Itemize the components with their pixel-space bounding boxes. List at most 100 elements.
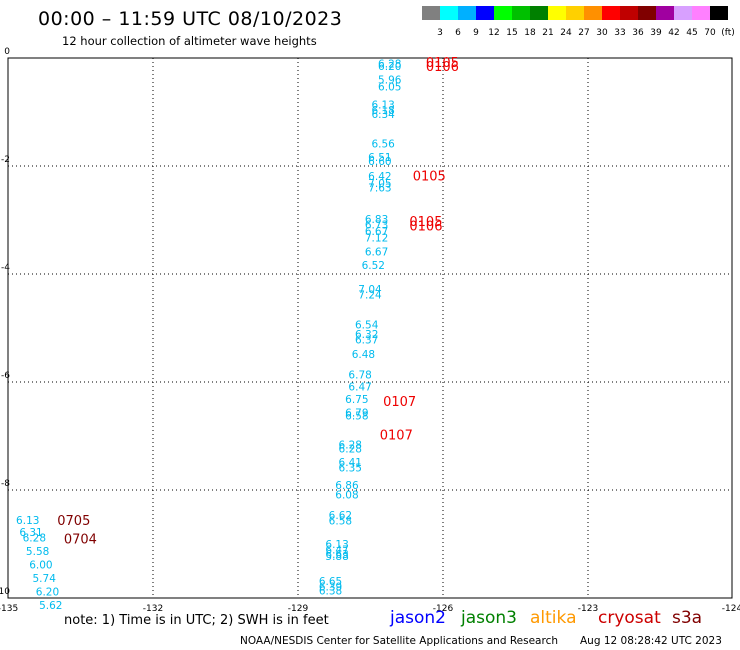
- wave-height-label: 6.83: [365, 214, 388, 226]
- wave-height-label: 6.37: [355, 334, 378, 346]
- wave-height-label: 6.67: [365, 226, 388, 238]
- legend-entry-altika: altika: [530, 608, 577, 628]
- wave-height-label: 6.13: [16, 515, 39, 527]
- colorbar-label: 21: [542, 28, 554, 38]
- wave-height-label: 6.54: [355, 319, 379, 331]
- wave-height-label: 6.18: [371, 105, 394, 117]
- footer-timestamp: Aug 12 08:28:42 UTC 2023: [580, 635, 722, 647]
- colorbar-swatch: [710, 6, 728, 20]
- wave-height-label: 6.13: [325, 539, 348, 551]
- colorbar-swatch: [476, 6, 494, 20]
- wave-height-label: 6.32: [355, 329, 378, 341]
- legend-entry-jason2: jason2: [390, 608, 446, 628]
- colorbar-swatch: [458, 6, 476, 20]
- y-tick-label: -2: [1, 155, 10, 165]
- colorbar-label: 42: [668, 28, 680, 38]
- wave-height-label: 6.73: [365, 219, 388, 231]
- wave-height-label: 6.47: [348, 381, 371, 393]
- wave-height-label: 6.08: [335, 489, 358, 501]
- wave-height-label: 6.35: [339, 462, 362, 474]
- wave-height-label: 6.34: [371, 109, 395, 121]
- colorbar-label: 9: [473, 28, 479, 38]
- x-tick-label: -123: [578, 604, 598, 614]
- colorbar-swatch: [656, 6, 674, 20]
- wave-height-label: 6.60: [368, 156, 391, 168]
- colorbar-label: 36: [632, 28, 644, 38]
- wave-height-label: 6.20: [378, 61, 401, 73]
- x-tick-label: -132: [143, 604, 163, 614]
- wave-height-label: 5.88: [325, 551, 348, 563]
- y-tick-label: -8: [1, 479, 10, 489]
- pass-time-label: 0107: [383, 395, 416, 410]
- y-tick-label: 0: [4, 47, 10, 57]
- pass-time-label: 0704: [64, 533, 97, 548]
- wave-height-label: 6.52: [362, 260, 385, 272]
- x-tick-label: -126: [433, 604, 454, 614]
- wave-height-label: 5.74: [33, 573, 57, 585]
- y-tick-label: -4: [1, 263, 10, 273]
- wave-height-label: 6.38: [319, 586, 342, 598]
- wave-height-label: 6.79: [345, 407, 368, 419]
- colorbar-swatch: [512, 6, 530, 20]
- colorbar-label: 70: [704, 28, 716, 38]
- wave-height-label: 6.58: [345, 411, 368, 423]
- x-tick-label: -124: [722, 604, 740, 614]
- colorbar-swatch: [620, 6, 638, 20]
- wave-height-label: 7.04: [358, 284, 382, 296]
- wave-height-label: 7.12: [365, 232, 388, 244]
- pass-time-label: 0105: [426, 56, 459, 71]
- wave-height-label: 6.56: [371, 138, 395, 150]
- colorbar-label: 45: [686, 28, 698, 38]
- colorbar-label: (ft): [721, 28, 735, 38]
- colorbar-label: 3: [437, 28, 443, 38]
- wave-height-label: 6.67: [365, 246, 388, 258]
- colorbar-label: 15: [506, 28, 518, 38]
- wave-height-label: 7.63: [368, 183, 391, 195]
- legend-entry-cryosat: cryosat: [598, 608, 661, 628]
- pass-time-label: 0105: [413, 169, 446, 184]
- wave-height-label: 5.62: [39, 600, 62, 612]
- colorbar-swatch: [494, 6, 512, 20]
- colorbar-swatch: [530, 6, 548, 20]
- pass-time-label: 0705: [57, 514, 90, 529]
- colorbar-swatch: [584, 6, 602, 20]
- wave-height-label: 6.28: [378, 58, 401, 70]
- colorbar-label: 30: [596, 28, 608, 38]
- x-tick-label: -129: [288, 604, 309, 614]
- plot-frame: [7, 57, 733, 599]
- colorbar-swatch: [422, 6, 440, 20]
- x-tick-label: -135: [0, 604, 18, 614]
- wave-height-label: 6.42: [368, 171, 391, 183]
- wave-height-label: 6.62: [329, 510, 352, 522]
- colorbar-label: 27: [578, 28, 590, 38]
- wave-height-label: 6.41: [339, 457, 362, 469]
- footer-credit: NOAA/NESDIS Center for Satellite Applica…: [240, 635, 558, 647]
- colorbar-label: 33: [614, 28, 626, 38]
- wave-height-label: 7.24: [358, 290, 382, 302]
- wave-height-label: 6.75: [345, 394, 368, 406]
- colorbar-swatch: [674, 6, 692, 20]
- wave-height-label: 7.05: [368, 178, 391, 190]
- legend-entry-jason3: jason3: [461, 608, 517, 628]
- pass-time-label: 0106: [409, 220, 442, 235]
- colorbar-label: 12: [488, 28, 500, 38]
- wave-height-label: 6.47: [325, 544, 348, 556]
- colorbar-swatch: [566, 6, 584, 20]
- wave-height-label: 6.86: [335, 480, 359, 492]
- chart-subtitle: 12 hour collection of altimeter wave hei…: [62, 34, 317, 48]
- wave-height-label: 6.58: [329, 515, 352, 527]
- colorbar-swatch: [638, 6, 656, 20]
- pass-time-label: 0106: [426, 60, 459, 75]
- y-tick-label: -10: [0, 587, 10, 597]
- wave-height-label: 6.39: [319, 582, 342, 594]
- colorbar-label: 39: [650, 28, 662, 38]
- wave-height-label: 6.28: [23, 533, 46, 545]
- units-note: note: 1) Time is in UTC; 2) SWH is in fe…: [64, 613, 329, 628]
- wave-height-label: 6.31: [19, 527, 42, 539]
- wave-height-label: 6.78: [348, 370, 371, 382]
- wave-height-label: 6.05: [378, 82, 401, 94]
- colorbar-swatch: [548, 6, 566, 20]
- wave-height-label: 6.51: [368, 152, 391, 164]
- wave-height-label: 6.48: [352, 349, 375, 361]
- colorbar-swatch: [602, 6, 620, 20]
